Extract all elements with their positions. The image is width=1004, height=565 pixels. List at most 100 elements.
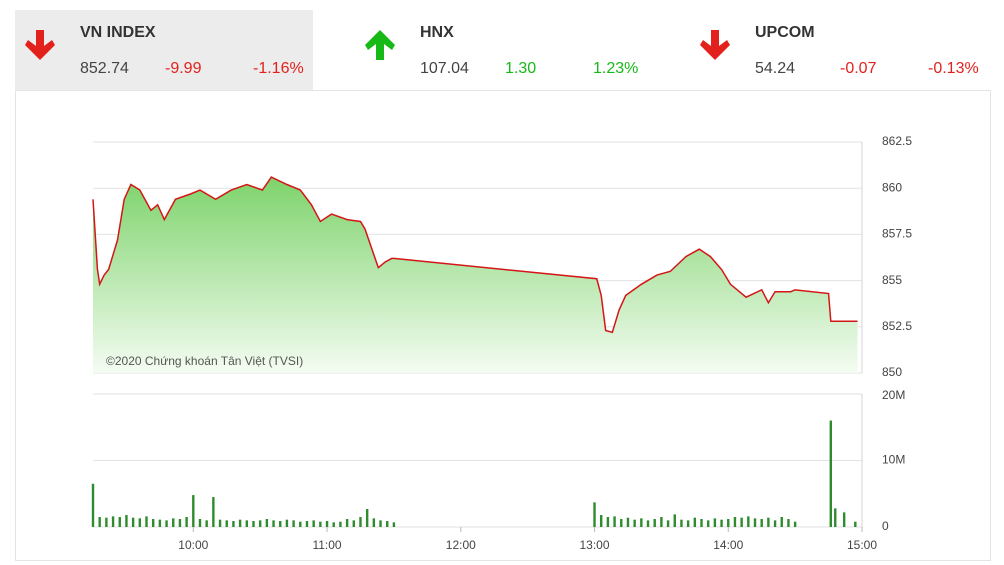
volume-bar: [673, 514, 676, 527]
x-tick-label: 13:00: [580, 538, 610, 552]
volume-bar: [653, 519, 656, 527]
y-tick-label: 857.5: [882, 227, 912, 241]
volume-bar: [386, 521, 389, 527]
volume-bar: [666, 520, 670, 527]
y-tick-label: 20M: [882, 388, 905, 402]
index-name: HNX: [420, 24, 454, 41]
volume-bar: [713, 518, 717, 527]
volume-bar: [626, 517, 630, 527]
volume-bar: [773, 520, 777, 527]
y-tick-label: 855: [882, 273, 902, 287]
volume-bar: [606, 517, 610, 527]
volume-bar: [238, 519, 242, 527]
volume-bar: [780, 517, 783, 527]
y-tick-label: 860: [882, 180, 902, 194]
volume-bar: [299, 521, 302, 527]
volume-bar: [205, 520, 208, 527]
volume-bar: [218, 519, 222, 527]
volume-bar: [225, 520, 228, 527]
volume-bar: [198, 519, 202, 527]
index-name: UPCOM: [755, 24, 815, 41]
volume-bar: [118, 517, 121, 527]
volume-bar: [312, 520, 315, 527]
volume-bar: [707, 520, 710, 527]
volume-bar: [212, 497, 215, 527]
volume-bar: [151, 519, 155, 527]
volume-bar: [693, 517, 697, 527]
arrow-icon: [365, 30, 395, 60]
arrow-icon: [25, 30, 55, 60]
y-tick-label: 862.5: [882, 134, 912, 148]
y-tick-label: 850: [882, 365, 902, 379]
volume-bar: [232, 521, 235, 527]
index-change: -9.99: [165, 60, 202, 77]
x-tick-label: 10:00: [178, 538, 208, 552]
volume-bar: [842, 512, 846, 527]
volume-bar: [660, 517, 663, 527]
volume-bar: [145, 516, 148, 527]
volume-bar: [178, 519, 182, 527]
x-tick-label: 15:00: [847, 538, 877, 552]
volume-bar: [834, 508, 837, 527]
volume-bar: [165, 520, 168, 527]
volume-bar: [272, 520, 275, 527]
price-line: [92, 176, 858, 334]
volume-bar: [720, 519, 723, 527]
volume-bar: [686, 520, 690, 527]
volume-bar: [138, 518, 142, 527]
index-change: 1.30: [505, 60, 537, 77]
arrow: [700, 30, 730, 60]
arrow-icon: [700, 30, 730, 60]
volume-bar: [292, 520, 295, 527]
volume-bar: [379, 520, 382, 527]
volume-bar: [640, 518, 643, 527]
volume-bar: [854, 521, 857, 527]
x-tick-label: 11:00: [312, 538, 341, 552]
volume-bar: [305, 521, 309, 527]
volume-bar: [325, 521, 329, 527]
y-tick-label: 10M: [882, 453, 905, 467]
volume-bar: [600, 515, 603, 527]
volume-bar: [680, 519, 683, 527]
volume-bar: [285, 519, 289, 527]
x-tick-label: 12:00: [446, 538, 476, 552]
watermark: ©2020 Chứng khoán Tân Việt (TVSI): [106, 354, 303, 368]
volume-bar: [767, 517, 770, 527]
index-name: VN INDEX: [80, 24, 156, 41]
volume-bar: [192, 495, 195, 527]
volume-bar: [245, 520, 248, 527]
volume-bar: [753, 518, 757, 527]
index-block: UPCOM 54.24 -0.07 -0.13%: [690, 10, 990, 90]
volume-bar: [339, 521, 342, 527]
volume-bar: [747, 516, 750, 527]
index-percent: -1.16%: [253, 60, 304, 77]
area-fill: [93, 177, 858, 373]
arrow: [365, 30, 395, 60]
y-tick-label: 0: [882, 519, 889, 533]
index-value: 852.74: [80, 60, 129, 77]
volume-bar: [733, 517, 737, 527]
volume-bar: [279, 521, 282, 527]
volume-bar: [593, 502, 596, 527]
volume-bar: [829, 420, 832, 527]
volume-bar: [345, 519, 349, 527]
volume-bar: [633, 519, 636, 527]
volume-bar: [319, 521, 322, 527]
volume-bar: [332, 522, 335, 527]
volume-bar: [372, 518, 376, 527]
volume-bar: [98, 517, 101, 527]
index-change: -0.07: [840, 60, 877, 77]
volume-bar: [620, 519, 623, 527]
arrow: [25, 30, 55, 60]
volume-bar: [265, 519, 269, 527]
index-value: 54.24: [755, 60, 796, 77]
volume-bar: [787, 519, 790, 527]
volume-bar: [740, 517, 743, 527]
y-tick-label: 852.5: [882, 319, 912, 333]
index-block: HNX 107.04 1.30 1.23%: [355, 10, 655, 90]
volume-bar: [91, 483, 95, 527]
volume-bar: [646, 520, 650, 527]
volume-bar: [352, 520, 355, 527]
volume-bar: [185, 517, 188, 527]
